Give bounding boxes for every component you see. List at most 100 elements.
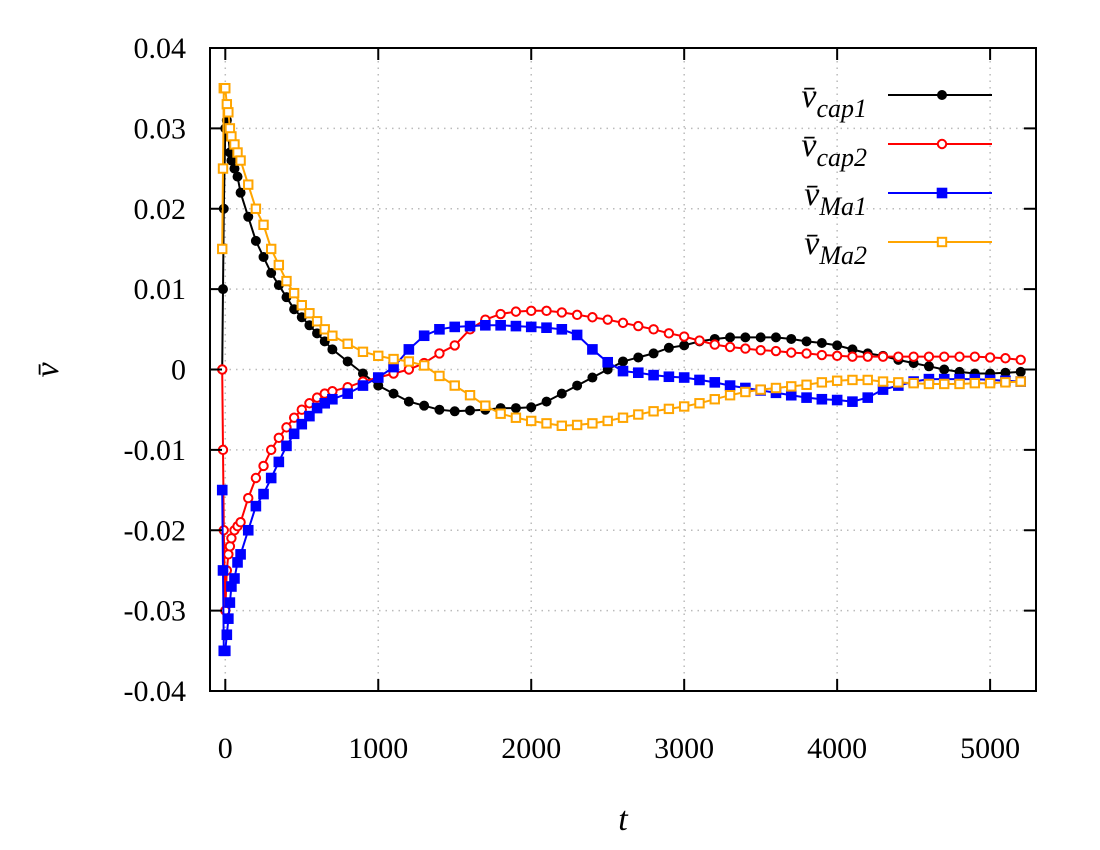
data-point <box>587 344 598 355</box>
data-point <box>288 287 300 299</box>
data-point <box>587 312 598 323</box>
x-axis-title: t <box>618 801 629 838</box>
data-point <box>632 367 644 379</box>
data-point <box>526 402 537 413</box>
data-point <box>224 541 236 552</box>
data-point <box>755 345 766 356</box>
data-point <box>786 333 797 344</box>
data-point <box>357 380 369 391</box>
data-point <box>235 517 246 528</box>
data-point <box>663 403 675 415</box>
data-point <box>258 460 269 472</box>
legend-label: v̄Ma1 <box>804 176 867 221</box>
data-point <box>243 211 254 222</box>
data-point <box>602 314 613 325</box>
data-point <box>224 597 236 608</box>
data-point <box>709 377 721 388</box>
data-point <box>373 350 384 362</box>
data-point <box>679 340 690 351</box>
data-point <box>801 348 812 359</box>
data-point <box>327 393 338 405</box>
data-point <box>250 235 261 246</box>
legend-label: v̄cap1 <box>801 78 867 123</box>
data-point <box>755 332 766 343</box>
data-point <box>510 403 521 414</box>
data-point <box>969 351 981 362</box>
data-point <box>984 377 996 389</box>
data-point <box>816 349 828 361</box>
data-point <box>288 412 300 423</box>
data-point <box>1015 354 1026 366</box>
data-point <box>923 378 935 390</box>
data-point <box>449 406 460 417</box>
data-point <box>648 324 659 335</box>
legend-marker <box>937 90 947 100</box>
data-point <box>939 364 950 375</box>
data-point <box>296 418 308 430</box>
data-point <box>235 549 246 560</box>
data-point <box>724 390 736 401</box>
data-point <box>266 268 277 279</box>
data-point <box>403 344 415 355</box>
data-point <box>342 356 353 367</box>
legend-marker <box>936 138 948 150</box>
data-point <box>633 409 644 420</box>
data-point <box>281 422 292 433</box>
data-point <box>862 351 873 362</box>
data-point <box>223 107 234 118</box>
data-point <box>877 351 889 362</box>
y-tick-label: 0 <box>171 354 186 387</box>
data-point <box>327 344 338 355</box>
data-point <box>1000 353 1011 364</box>
data-point <box>342 338 353 349</box>
data-point <box>526 415 537 427</box>
data-point <box>847 374 858 386</box>
data-point <box>587 372 598 383</box>
data-point <box>319 336 330 347</box>
data-point <box>296 404 307 415</box>
data-point <box>480 319 491 331</box>
data-point <box>495 319 506 331</box>
data-point <box>954 351 965 362</box>
data-point <box>541 418 552 429</box>
data-point <box>388 388 399 399</box>
data-point <box>449 321 461 333</box>
data-point <box>258 219 269 231</box>
data-point <box>571 309 583 321</box>
data-point <box>510 412 522 423</box>
data-point <box>801 379 812 390</box>
x-tick-label: 4000 <box>807 732 867 765</box>
data-point <box>311 392 323 403</box>
y-tick-label: 0.02 <box>134 193 187 226</box>
data-point <box>265 472 277 484</box>
y-tick-label: -0.01 <box>124 434 187 467</box>
data-point <box>694 374 705 386</box>
data-point <box>663 328 675 339</box>
data-point <box>571 329 583 341</box>
series-layer <box>216 82 1027 657</box>
data-point <box>908 377 919 389</box>
data-point <box>831 350 843 362</box>
data-point <box>648 348 659 359</box>
series-ma1 <box>216 319 1027 657</box>
data-point <box>541 322 552 334</box>
data-point <box>816 337 827 348</box>
legend-subscript: Ma1 <box>818 192 867 221</box>
data-point <box>273 432 285 444</box>
data-point <box>740 343 751 354</box>
data-point <box>786 381 797 392</box>
plot-frame <box>209 47 1037 692</box>
data-point <box>1015 366 1026 377</box>
data-point <box>725 332 736 343</box>
legend-label: v̄cap2 <box>801 127 867 172</box>
data-point <box>403 396 414 407</box>
data-point <box>419 400 430 411</box>
data-point <box>724 380 736 391</box>
data-point <box>1000 377 1011 388</box>
data-point <box>250 472 262 484</box>
data-point <box>785 389 797 401</box>
data-point <box>434 404 445 415</box>
data-point <box>633 352 644 363</box>
data-point <box>288 428 300 440</box>
